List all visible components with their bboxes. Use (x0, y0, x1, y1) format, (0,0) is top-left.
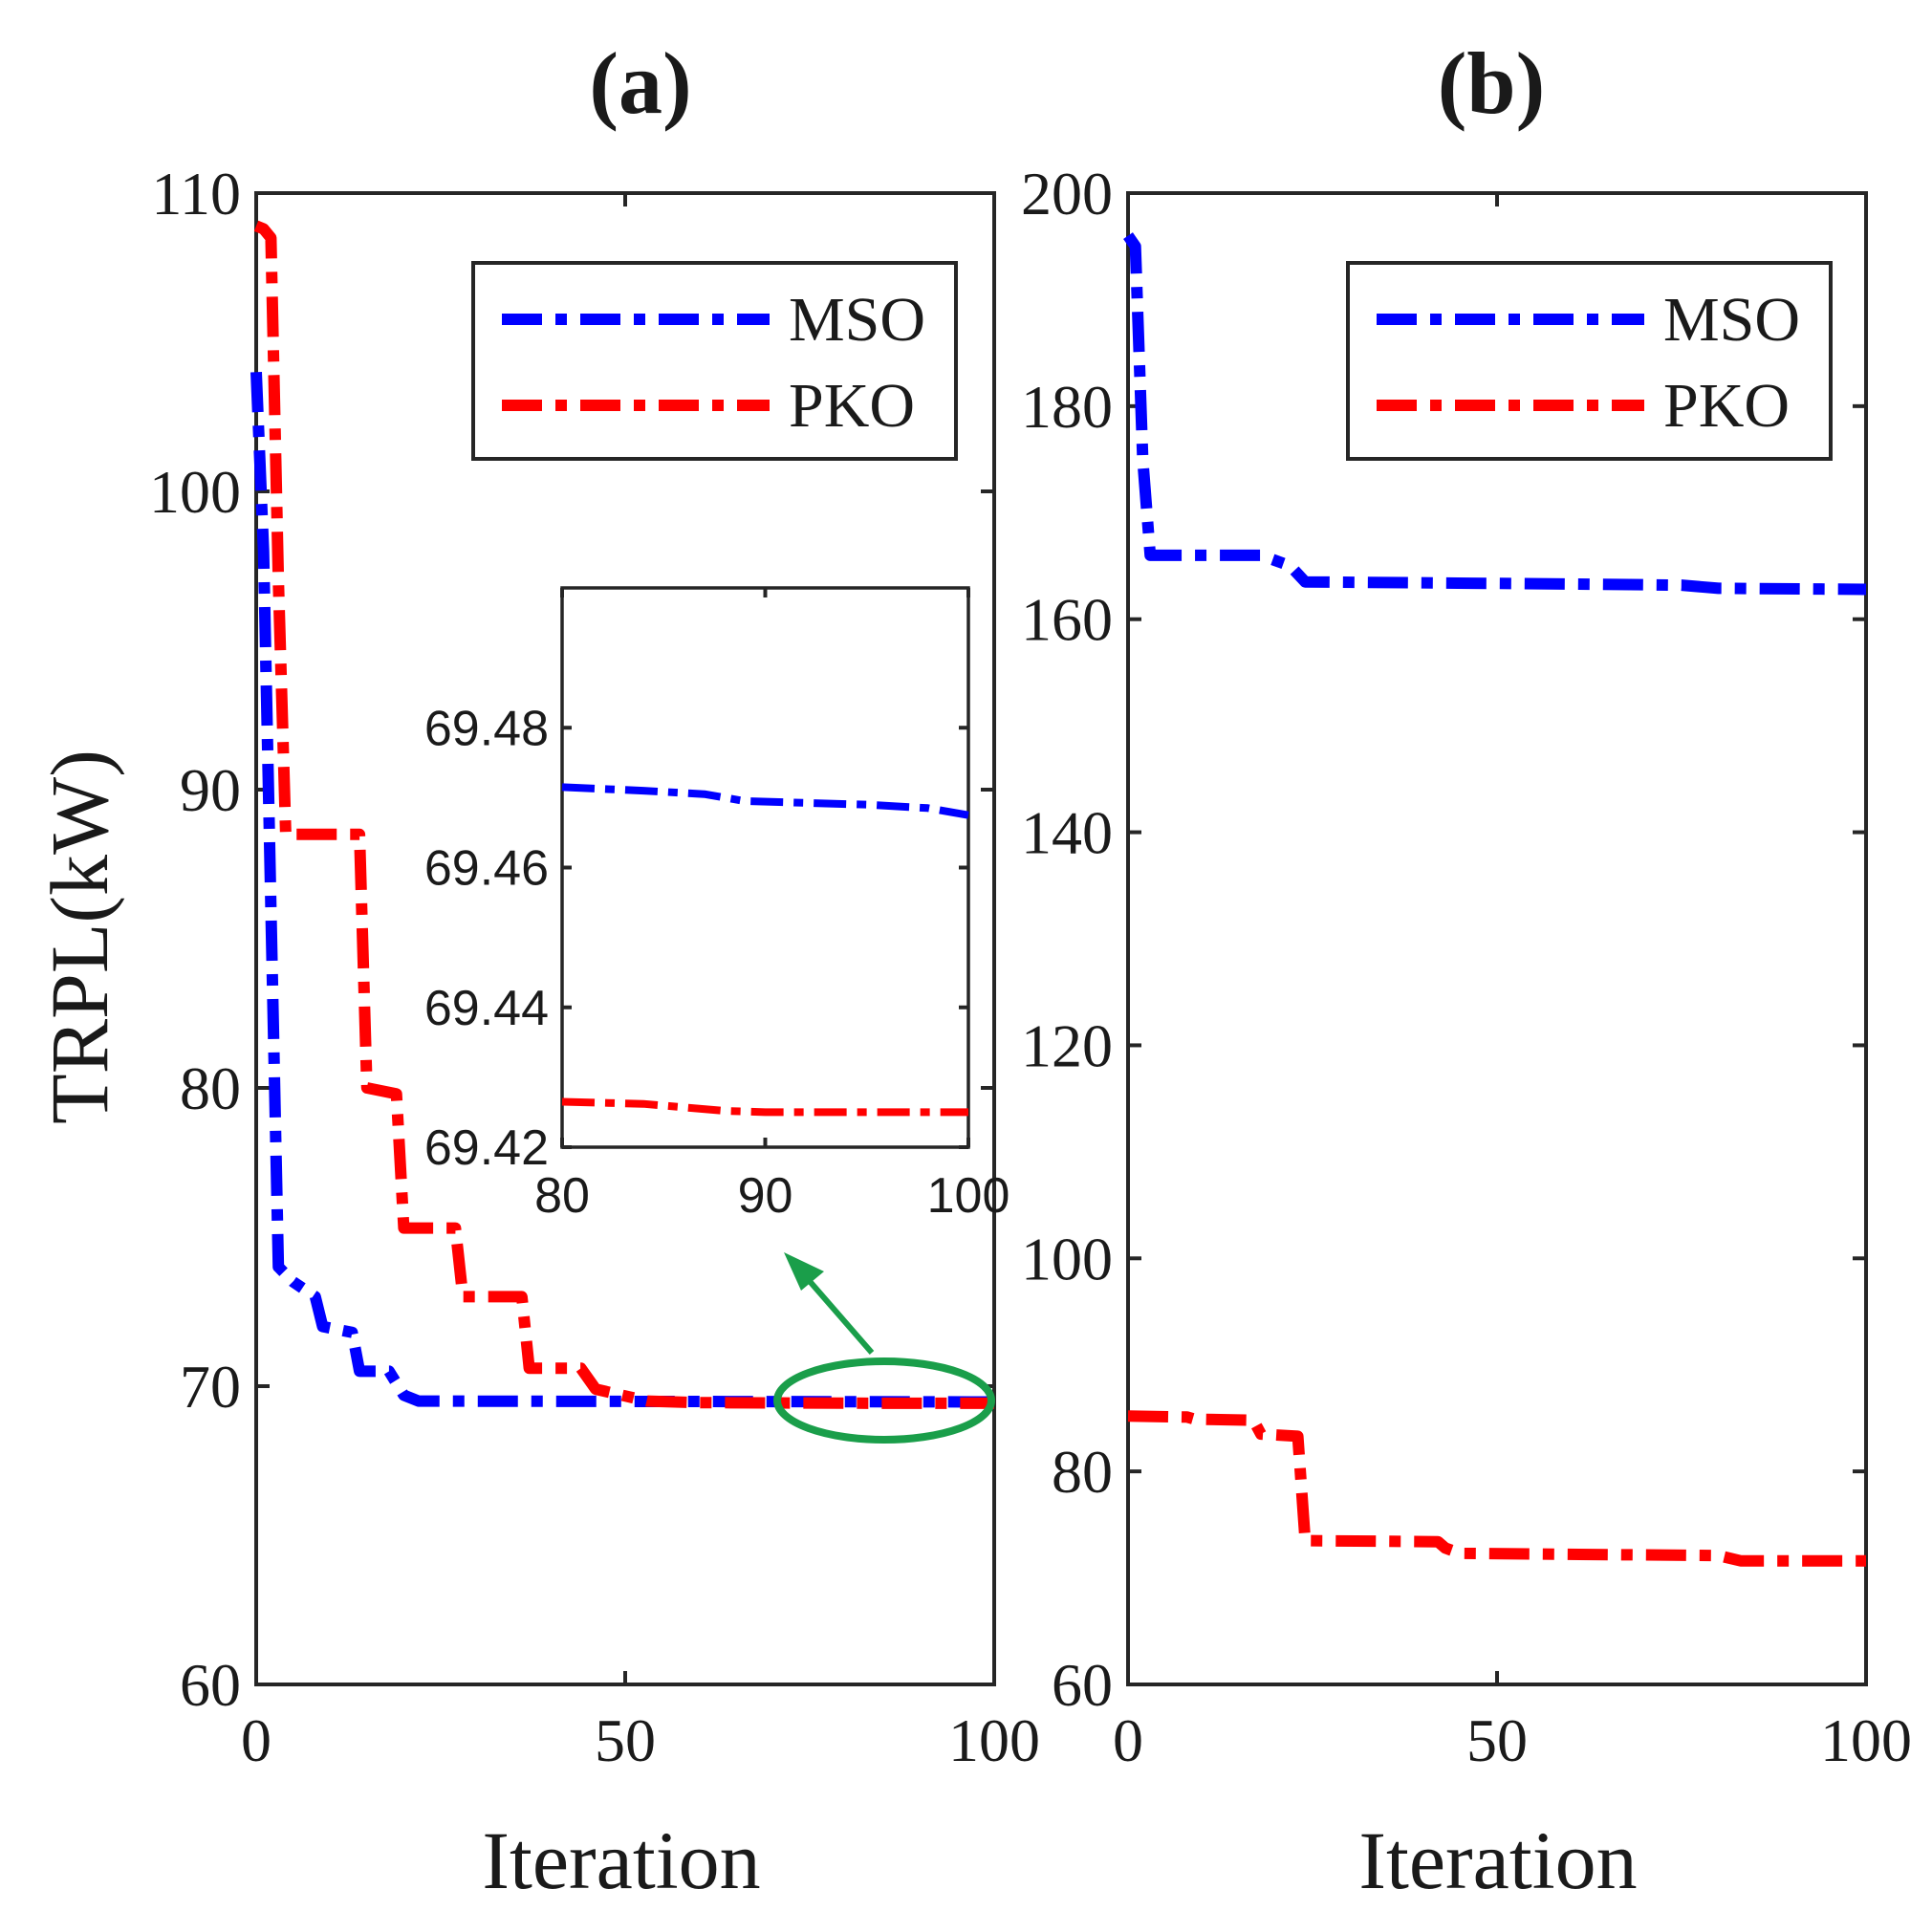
inset-series-mso (561, 783, 969, 819)
legend-a: MSO PKO (471, 261, 958, 461)
legend-box-a (471, 261, 958, 461)
panel-a-x-tick-label: 0 (241, 1706, 271, 1774)
legend-label-mso-b: MSO (1663, 285, 1800, 355)
inset-series-pko (561, 1097, 968, 1117)
panel-b-series-pko (1127, 1410, 1866, 1567)
legend-b: MSO PKO (1346, 261, 1833, 461)
inset-series (561, 783, 969, 1117)
panel-a-y-tick-label: 100 (149, 458, 241, 526)
legend-label-mso-a: MSO (789, 285, 925, 355)
y-axis-title-a: TRPL(kW) (33, 749, 125, 1124)
legend-box-b (1346, 261, 1833, 461)
panel-b-series-mso (1123, 232, 1867, 596)
inset-y-tick-label: 69.48 (424, 701, 549, 756)
panel-b-y-tick-label: 80 (1052, 1438, 1113, 1506)
inset-y-tick-label: 69.44 (424, 981, 549, 1036)
panel-b-x-tick-label: 0 (1113, 1706, 1143, 1774)
zoom-arrow (805, 1277, 875, 1355)
panel-b-y-tick-label: 180 (1021, 373, 1113, 441)
panel-a: (a) 0 50 100 60 70 80 90 100 110 Iteration TRPL(… (33, 34, 1040, 1906)
x-axis-title-b: Iteration (1358, 1814, 1637, 1906)
panel-b-y-tick-label: 140 (1021, 799, 1113, 867)
legend-label-pko-a: PKO (789, 371, 915, 441)
legend-label-pko-b: PKO (1663, 371, 1790, 441)
panel-b-x-tick-label: 100 (1820, 1706, 1912, 1774)
panel-b-y-tick-label: 100 (1021, 1225, 1113, 1292)
panel-a-y-tick-label: 80 (180, 1054, 241, 1122)
inset-frame (560, 586, 970, 1149)
panel-b-y-tick-label: 60 (1052, 1651, 1113, 1719)
panel-b-y-tick-label: 200 (1021, 160, 1113, 228)
panel-b-x-tick-label: 50 (1466, 1706, 1528, 1774)
inset-y-tick-label: 69.42 (424, 1120, 549, 1176)
panel-a-series-pko (253, 220, 995, 1409)
panel-a-x-tick-label: 100 (948, 1706, 1040, 1774)
inset-x-tick-label: 80 (534, 1168, 590, 1224)
panel-a-y-tick-label: 70 (180, 1353, 241, 1421)
panel-b-axes: 0 50 100 60 80 100 120 140 160 180 200 (1021, 160, 1912, 1774)
panel-a-series-mso (250, 371, 995, 1408)
panel-b-y-tick-label: 160 (1021, 586, 1113, 654)
zoom-ellipse (773, 1357, 995, 1444)
inset-plot: 80 90 100 69.42 69.44 69.46 69.48 (424, 586, 1010, 1224)
panel-a-y-tick-label: 110 (151, 160, 241, 228)
panel-b: (b) 0 50 100 60 80 100 120 140 160 180 200 Iterati… (1021, 34, 1912, 1906)
panel-b-series (1123, 232, 1867, 1567)
panel-a-series (250, 220, 995, 1409)
panel-a-x-tick-label: 50 (595, 1706, 656, 1774)
zoom-arrow-head (784, 1252, 824, 1291)
x-axis-title-a: Iteration (482, 1814, 760, 1906)
inset-x-tick-label: 90 (738, 1168, 793, 1224)
panel-title-a: (a) (589, 34, 691, 132)
panel-a-y-tick-label: 90 (180, 756, 241, 824)
inset-axes: 80 90 100 69.42 69.44 69.46 69.48 (424, 588, 1010, 1224)
panel-title-b: (b) (1438, 34, 1545, 132)
panel-b-y-tick-label: 120 (1021, 1011, 1113, 1079)
inset-y-tick-label: 69.46 (424, 841, 549, 897)
inset-x-tick-label: 100 (927, 1168, 1010, 1224)
panel-a-y-tick-label: 60 (180, 1651, 241, 1719)
